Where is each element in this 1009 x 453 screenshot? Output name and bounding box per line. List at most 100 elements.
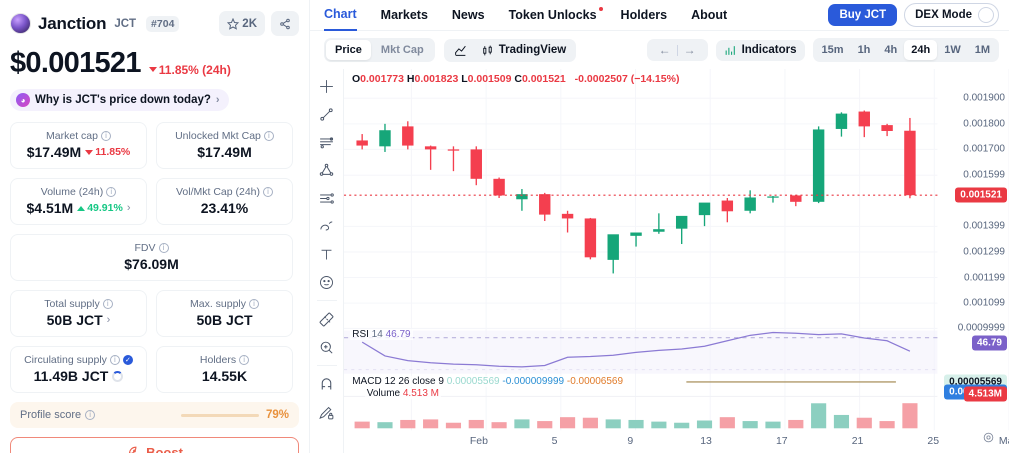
profile-score-label-wrap: Profile score i <box>20 409 96 421</box>
info-icon[interactable]: i <box>85 410 96 420</box>
stat-value-text: 50B JCT <box>196 312 253 328</box>
ohlc-legend: O0.001773 H0.001823 L0.001509 C0.001521 … <box>352 73 679 85</box>
toggle-switch[interactable] <box>978 7 994 23</box>
magnet-tool[interactable] <box>314 371 340 397</box>
tradingview-button[interactable]: TradingView <box>475 42 573 59</box>
stat-value-text: 23.41% <box>200 200 249 216</box>
macd-v1: 0.00005569 <box>446 375 500 387</box>
stat-value-text: 11.49B JCT <box>33 368 109 384</box>
star-icon <box>227 17 240 30</box>
caret-down-icon <box>148 67 157 72</box>
chevron-right-icon[interactable]: › <box>126 202 131 214</box>
stat-label-text: FDV <box>134 242 156 254</box>
tab-news[interactable]: News <box>452 0 485 31</box>
emoji-tool[interactable] <box>314 269 340 295</box>
watchlist-count: 2K <box>242 17 257 30</box>
toggle-price[interactable]: Price <box>326 40 371 60</box>
buy-jct-button[interactable]: Buy JCT <box>828 4 898 26</box>
share-button[interactable] <box>271 11 299 36</box>
caret-up-icon <box>77 205 86 211</box>
stat-label-text: Circulating supply <box>24 354 107 366</box>
time-axis-tick: 25 <box>927 435 940 447</box>
info-icon[interactable]: i <box>239 355 250 365</box>
time-axis-tick: Feb <box>469 435 488 447</box>
timeframe-15m[interactable]: 15m <box>821 44 844 56</box>
chart-settings-button[interactable] <box>982 431 995 449</box>
stat-value-text: $17.49M <box>26 144 82 160</box>
share-icon <box>280 18 290 29</box>
info-icon[interactable]: i <box>249 299 260 309</box>
caret-down-icon <box>85 149 94 155</box>
line-chart-button[interactable] <box>448 42 473 59</box>
info-icon[interactable]: i <box>102 299 113 309</box>
info-icon[interactable]: i <box>100 131 111 141</box>
stat-label: Max. supply i <box>163 298 286 310</box>
tab-about[interactable]: About <box>691 0 727 31</box>
timeframe-1h[interactable]: 1h <box>857 44 871 56</box>
price-axis-tick: 0.001399 <box>963 220 1005 232</box>
volume-legend: Volume 4.513 M <box>364 388 442 400</box>
chart-toolbar: Price Mkt Cap TradingView ← → <box>310 31 1009 69</box>
stat-card-circulating-supply: Circulating supply i ✓ 11.49B JCT <box>10 346 147 393</box>
zoom-in-tool[interactable] <box>314 334 340 360</box>
emoji-icon <box>320 275 333 289</box>
line-chart-icon <box>454 45 466 56</box>
gear-icon <box>983 432 994 443</box>
back-button[interactable]: ← <box>658 43 671 57</box>
chart-plot[interactable]: O0.001773 H0.001823 L0.001509 C0.001521 … <box>344 69 1009 453</box>
price-axis[interactable]: 0.001900 0.001800 0.001700 0.001599 0.001399… <box>940 69 1009 453</box>
text-tool[interactable] <box>314 241 340 267</box>
why-price-down-label: Why is JCT's price down today? <box>35 94 211 106</box>
trendline-icon <box>320 107 333 121</box>
info-icon[interactable]: i <box>109 355 120 365</box>
why-price-down-button[interactable]: ◕ Why is JCT's price down today? › <box>10 89 229 111</box>
timeframe-24h[interactable]: 24h <box>904 40 938 60</box>
tab-label: About <box>691 8 728 22</box>
stat-value: 11.49B JCT <box>17 368 140 384</box>
stat-value: 50B JCT <box>163 312 286 328</box>
price-row: $0.001521 11.85% (24h) <box>10 47 299 80</box>
pitchfork-tool[interactable] <box>314 157 340 183</box>
timeframe-1m[interactable]: 1M <box>974 44 990 56</box>
watchlist-button[interactable]: 2K <box>219 11 265 36</box>
long-position-tool[interactable] <box>314 185 340 211</box>
ohlc-c: 0.001521 <box>521 73 566 85</box>
stat-label: FDV i <box>17 242 286 254</box>
boost-button[interactable]: Boost <box>10 437 299 453</box>
chevron-right-icon: › <box>215 94 220 106</box>
stat-label-text: Max. supply <box>189 298 247 310</box>
forward-button[interactable]: → <box>683 43 696 57</box>
info-icon[interactable]: i <box>263 187 274 197</box>
price-axis-tick: 0.001700 <box>963 143 1005 155</box>
brush-tool[interactable] <box>314 213 340 239</box>
loading-spinner-icon <box>112 370 124 382</box>
tab-token-unlocks[interactable]: Token Unlocks <box>508 0 603 31</box>
crosshair-tool[interactable] <box>314 73 340 99</box>
trendline-tool[interactable] <box>314 101 340 127</box>
stat-label-text: Market cap <box>46 130 98 142</box>
toggle-mktcap[interactable]: Mkt Cap <box>380 44 424 56</box>
tab-label: Markets <box>380 8 428 22</box>
timeframe-4h[interactable]: 4h <box>884 44 898 56</box>
info-icon[interactable]: i <box>106 187 117 197</box>
indicators-button[interactable]: Indicators <box>715 39 805 61</box>
tab-label: Token Unlocks <box>508 8 597 22</box>
info-icon[interactable]: i <box>158 243 169 253</box>
timeframe-1w[interactable]: 1W <box>944 44 961 56</box>
ruler-tool[interactable] <box>314 306 340 332</box>
stat-label: Circulating supply i ✓ <box>17 354 140 366</box>
price-change-value: 11.85% (24h) <box>158 62 231 77</box>
tab-holders[interactable]: Holders <box>621 0 668 31</box>
horizontal-lines-tool[interactable] <box>314 129 340 155</box>
time-axis[interactable]: Feb 5 9 13 17 21 25 Mar <box>344 431 1009 453</box>
tab-chart[interactable]: Chart <box>324 0 357 31</box>
lock-drawings-tool[interactable] <box>314 399 340 425</box>
info-icon[interactable]: i <box>263 131 274 141</box>
dex-mode-toggle[interactable]: DEX Mode <box>904 3 999 27</box>
chevron-right-icon[interactable]: › <box>106 314 111 326</box>
macd-v2: -0.000009999 <box>502 375 565 387</box>
tab-markets[interactable]: Markets <box>381 0 428 31</box>
stats-grid: Market cap i $17.49M 11.85% Unlocked Mkt Cap… <box>10 122 299 393</box>
time-axis-tick: 17 <box>775 435 788 447</box>
price-mktcap-toggle: Price Mkt Cap <box>324 38 435 62</box>
